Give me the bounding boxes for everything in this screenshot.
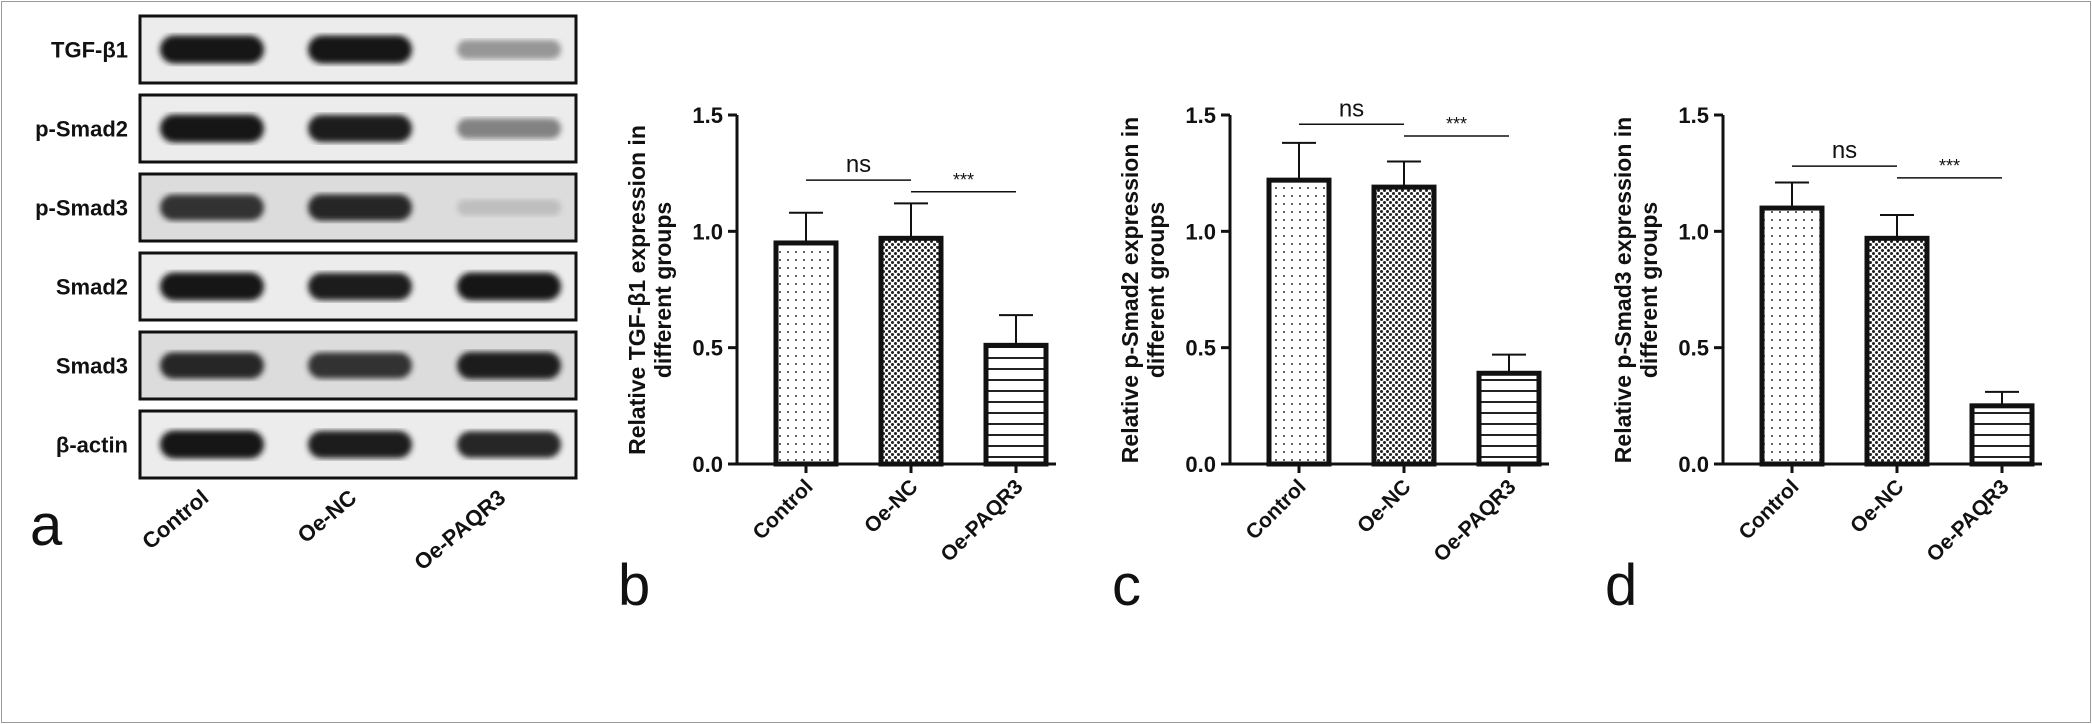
bar [1476,370,1542,467]
blot-band [160,114,264,143]
bar [1266,177,1332,467]
y-tick-label: 0.0 [692,452,723,477]
y-axis-label: Relative TGF-β1 expression in [624,125,650,455]
chart-b: 0.0 0.5 1.0 1.5 Relative TGF-β1 expression i… [618,103,1056,618]
bar [983,342,1049,467]
blot-row-label: Smad2 [56,275,128,300]
blot-row-label: β-actin [56,433,128,458]
blot-band [308,194,412,221]
x-tick-label: Oe-PAQR3 [936,475,1027,566]
blot-band [457,431,561,458]
chart-d: 0.0 0.5 1.0 1.5 Relative p-Smad3 expression … [1605,103,2042,618]
significance-label: *** [953,170,974,190]
x-tick-label: Oe-PAQR3 [1429,475,1520,566]
y-axis-label: Relative p-Smad3 expression in [1610,117,1636,463]
blot-row-label: p-Smad3 [35,196,128,221]
y-tick-label: 1.0 [1185,219,1216,244]
blot-row: p-Smad2 [35,93,578,164]
y-tick-label: 1.0 [692,219,723,244]
significance-label: ns [1339,95,1364,122]
blot-band [160,352,264,379]
blot-band [160,35,264,64]
y-tick-label: 1.5 [1678,103,1709,128]
lane-label: Oe-PAQR3 [409,485,510,575]
x-tick-label: Control [1734,475,1803,544]
x-tick-label: Oe-NC [860,475,922,537]
blot-band [308,35,412,64]
blot-band [308,352,412,379]
y-tick-label: 0.5 [692,336,723,361]
blot-row-label: Smad3 [56,354,128,379]
blot-band [457,199,561,216]
blot-band [308,114,412,143]
panel-letter-d: d [1605,553,1637,618]
bar [1759,205,1825,467]
blot-band [308,430,412,459]
y-tick-label: 1.5 [1185,103,1216,128]
panel-letter-c: c [1112,553,1141,618]
blot-row: Smad2 [56,251,578,322]
bar [1371,184,1437,467]
y-tick-label: 0.5 [1678,336,1709,361]
lane-label: Control [137,485,213,554]
blot-band [160,272,264,301]
bar [1969,403,2035,467]
panel-letter-a: a [30,493,63,558]
chart-c: 0.0 0.5 1.0 1.5 Relative p-Smad2 expression … [1112,95,1549,618]
y-axis-label: Relative p-Smad2 expression in [1117,117,1143,463]
x-tick-label: Control [748,475,817,544]
y-tick-label: 0.0 [1678,452,1709,477]
blot-row-label: p-Smad2 [35,117,128,142]
blot-band [160,194,264,221]
blot-row: Smad3 [56,330,578,401]
significance-label: ns [1832,137,1857,164]
blot-band [457,40,561,59]
blot-band [457,351,561,380]
blot-band [457,118,561,139]
blot-row: TGF-β1 [51,14,578,85]
panel-letter-b: b [618,553,650,618]
bar [878,235,944,467]
bar [773,240,839,467]
significance-label: *** [1446,114,1467,134]
y-axis-label: different groups [1636,202,1662,378]
blot-band [457,272,561,301]
y-tick-label: 0.5 [1185,336,1216,361]
blot-band [308,272,412,301]
x-tick-label: Oe-NC [1846,475,1908,537]
y-axis-label: different groups [650,202,676,378]
significance-label: *** [1939,156,1960,176]
x-tick-label: Control [1241,475,1310,544]
y-axis-label: different groups [1143,202,1169,378]
y-tick-label: 0.0 [1185,452,1216,477]
significance-label: ns [846,151,871,178]
blot-row: p-Smad3 [35,172,578,243]
blot-row: β-actin [56,409,578,480]
x-tick-label: Oe-PAQR3 [1922,475,2013,566]
western-blot-panel: TGF-β1 p-Smad2 p-Smad3 Smad2 Smad3 β-actin a Co… [30,14,578,575]
bar [1864,235,1930,467]
blot-band [160,430,264,459]
lane-label: Oe-NC [293,485,362,548]
blot-row-label: TGF-β1 [51,38,128,63]
x-tick-label: Oe-NC [1353,475,1415,537]
bar-charts: 0.0 0.5 1.0 1.5 Relative TGF-β1 expression i… [618,95,2042,618]
y-tick-label: 1.0 [1678,219,1709,244]
y-tick-label: 1.5 [692,103,723,128]
